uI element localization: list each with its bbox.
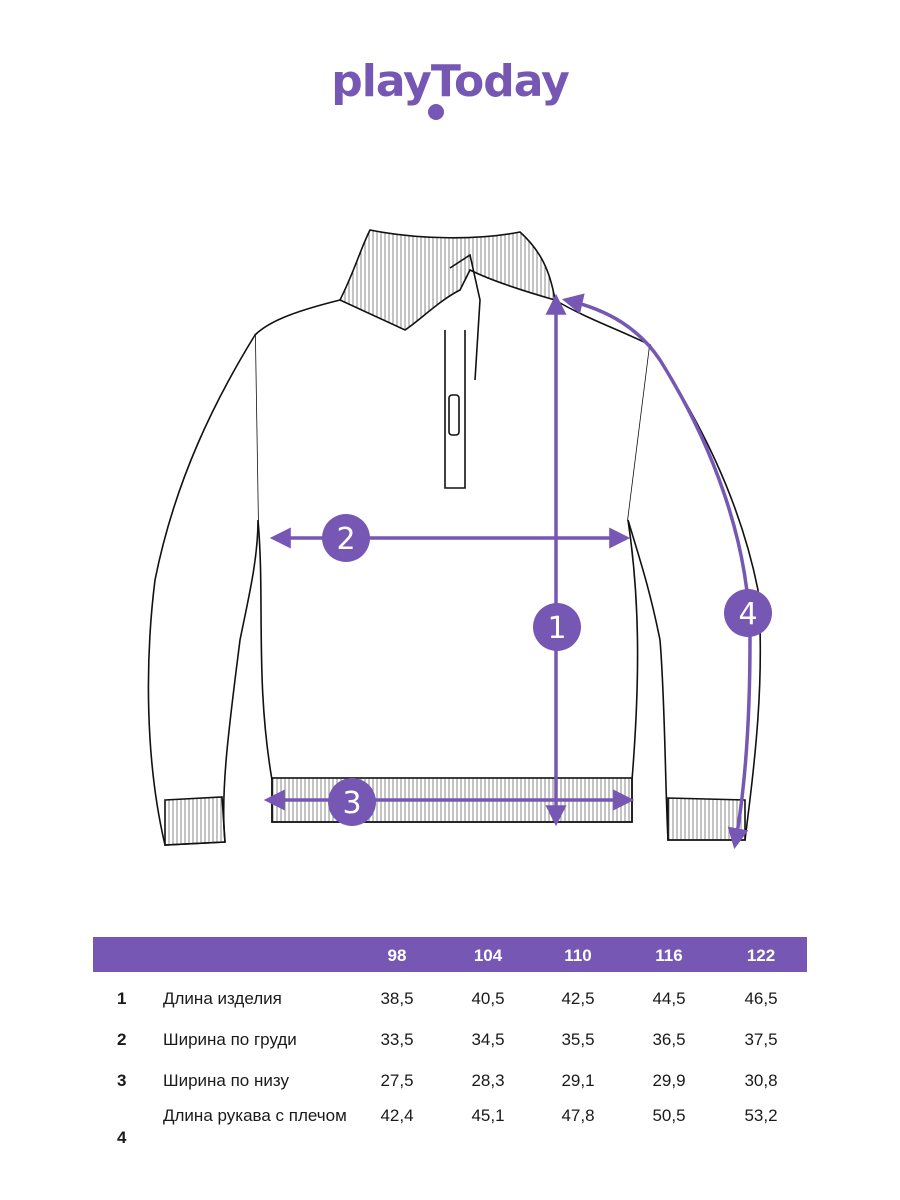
measure-line-4	[561, 293, 752, 850]
cell-value: 33,5	[380, 1030, 414, 1049]
marker-4: 4	[724, 589, 772, 637]
cell-value: 53,2	[744, 1106, 778, 1125]
size-header: 116	[655, 946, 683, 965]
row-label: Ширина по груди	[163, 1030, 297, 1049]
cell-value: 29,1	[561, 1071, 595, 1090]
cell-value: 46,5	[744, 989, 778, 1008]
cell-value: 44,5	[652, 989, 686, 1008]
cell-value: 29,9	[652, 1071, 686, 1090]
row-label: Длина рукава с плечом	[163, 1106, 347, 1125]
cell-value: 30,8	[744, 1071, 778, 1090]
cell-value: 37,5	[744, 1030, 778, 1049]
svg-text:3: 3	[342, 786, 361, 821]
cell-value: 50,5	[652, 1106, 686, 1125]
size-header: 98	[387, 946, 407, 965]
row-number: 2	[117, 1030, 127, 1049]
row-label: Длина изделия	[163, 989, 282, 1008]
logo-dot	[428, 104, 444, 120]
marker-1: 1	[533, 603, 581, 651]
marker-2: 2	[322, 514, 370, 562]
marker-3: 3	[328, 778, 376, 826]
row-number: 3	[117, 1071, 127, 1090]
size-header: 110	[564, 946, 592, 965]
cell-value: 28,3	[471, 1071, 505, 1090]
svg-text:2: 2	[336, 522, 355, 557]
cell-value: 35,5	[561, 1030, 595, 1049]
cell-value: 34,5	[471, 1030, 505, 1049]
sweater-diagram: 1 2 3 4	[147, 229, 772, 850]
size-table-header: 98 104 110 116 122	[93, 937, 807, 972]
cell-value: 42,5	[561, 989, 595, 1008]
cell-value: 36,5	[652, 1030, 686, 1049]
cell-value: 45,1	[471, 1106, 505, 1125]
cell-value: 27,5	[380, 1071, 414, 1090]
row-number: 4	[117, 1128, 127, 1147]
cell-value: 47,8	[561, 1106, 595, 1125]
svg-text:4: 4	[738, 597, 757, 632]
size-header: 122	[746, 946, 776, 965]
svg-text:1: 1	[547, 611, 566, 646]
cell-value: 40,5	[471, 989, 505, 1008]
size-header: 104	[473, 946, 503, 965]
cell-value: 38,5	[380, 989, 414, 1008]
cell-value: 42,4	[380, 1106, 414, 1125]
row-label: Ширина по низу	[163, 1071, 289, 1090]
row-number: 1	[117, 989, 127, 1008]
brand-logo: playToday	[331, 56, 570, 107]
